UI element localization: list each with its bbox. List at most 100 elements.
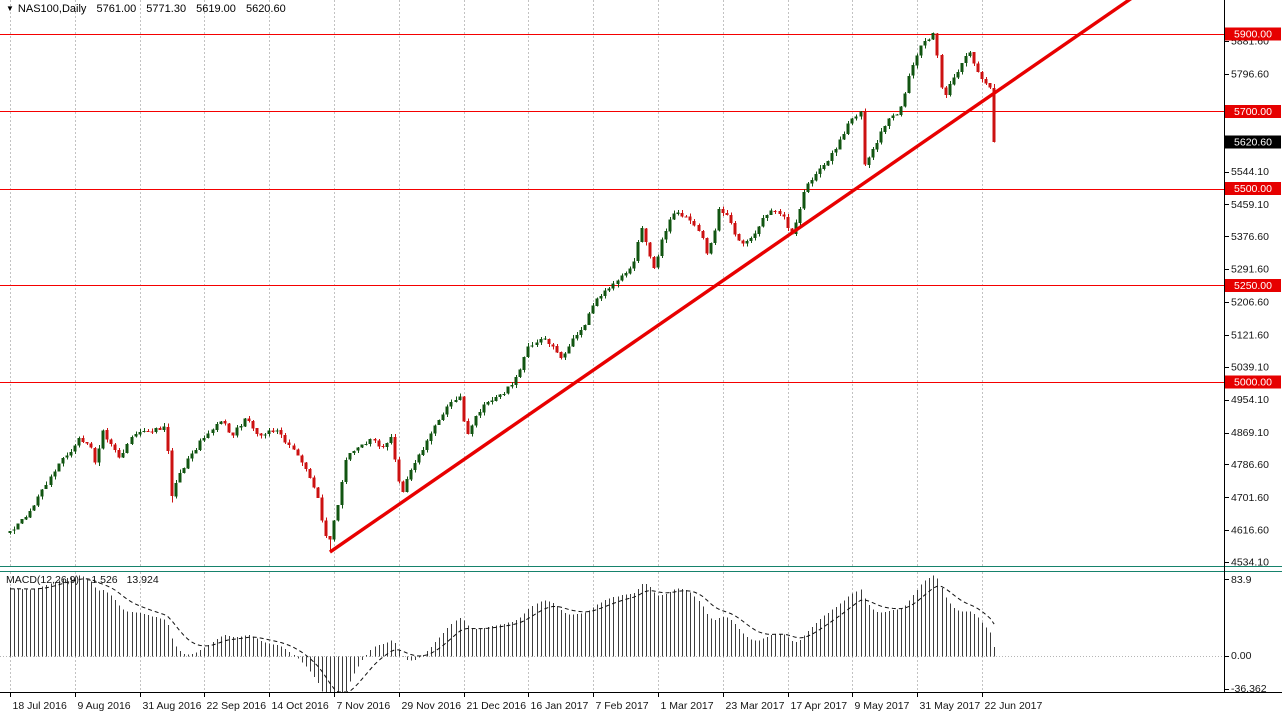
candle-body (352, 450, 356, 454)
candle-body (567, 346, 571, 354)
candle-body (65, 455, 69, 458)
candle-body (73, 445, 77, 452)
candle-body (211, 429, 215, 433)
candle-body (312, 477, 316, 488)
candle-body (251, 420, 255, 429)
date-axis-label: 9 May 2017 (855, 700, 910, 712)
price-tag-red (1225, 27, 1281, 41)
candle-body (316, 487, 320, 498)
candle-body (279, 430, 283, 435)
candle-body (871, 149, 875, 158)
candle-body (482, 404, 486, 413)
candle-body (826, 160, 830, 166)
price-axis-label: 4786.60 (1231, 459, 1269, 471)
trendline[interactable] (328, 0, 1164, 554)
candle-body (599, 296, 603, 299)
price-tag-red-label: 5000.00 (1234, 376, 1272, 388)
candle-body (616, 280, 620, 284)
candle-body (296, 449, 300, 456)
candle-body (915, 55, 919, 66)
candle-body (206, 433, 210, 438)
macd-indicator-label: MACD(12,26,9) -1.526 13.924 (6, 574, 159, 586)
open-value: 5761.00 (96, 3, 137, 15)
candle-body (138, 432, 142, 435)
candle-body (729, 214, 733, 224)
candle-body (300, 455, 304, 463)
date-axis-label: 14 Oct 2016 (272, 700, 329, 712)
trendline-object[interactable] (328, 0, 1164, 554)
date-axis-label: 22 Sep 2016 (207, 700, 267, 712)
symbol-timeframe-label: NAS100,Daily (17, 3, 87, 15)
pane-separators[interactable] (0, 0, 1282, 693)
candle-body (364, 444, 368, 446)
candle-body (745, 240, 749, 244)
candle-body (134, 433, 138, 437)
candle-body (940, 55, 944, 88)
pane-separator[interactable] (0, 566, 1282, 572)
candle-body (701, 230, 705, 239)
candle-body (101, 430, 105, 449)
price-tag-red-label: 5700.00 (1234, 106, 1272, 118)
candle-body (449, 402, 453, 407)
candle-body (737, 234, 741, 241)
candle-body (320, 497, 324, 521)
candle-body (688, 216, 692, 221)
high-value: 5771.30 (146, 3, 187, 15)
candle-body (733, 223, 737, 235)
price-tag-red (1225, 104, 1281, 118)
candle-body (77, 438, 81, 446)
candle-body (150, 431, 154, 433)
candle-body (336, 504, 340, 521)
price-tag-red (1225, 278, 1281, 292)
candle-body (162, 426, 166, 431)
candle-body (713, 230, 717, 243)
candle-body (186, 458, 190, 469)
candle-body (980, 71, 984, 80)
candle-body (178, 472, 182, 483)
candle-body (571, 338, 575, 347)
candle-body (931, 33, 935, 40)
candle-body (154, 427, 158, 433)
horizontal-red-levels[interactable] (0, 34, 1224, 383)
candle-body (656, 256, 660, 268)
candle-body (632, 261, 636, 269)
candle-body (69, 451, 73, 456)
candle-body (356, 447, 360, 451)
candle-body (927, 39, 931, 41)
candle-body (125, 444, 129, 453)
candle-body (648, 242, 652, 257)
price-axis-label: 4701.60 (1231, 492, 1269, 504)
candle-body (968, 52, 972, 56)
candle-body (227, 423, 231, 433)
candle-body (769, 210, 773, 216)
candle-body (36, 496, 40, 506)
candle-body (773, 210, 777, 212)
candle-body (202, 438, 206, 441)
candle-body (721, 209, 725, 214)
candle-body (741, 240, 745, 244)
candle-body (846, 123, 850, 134)
candle-body (259, 433, 263, 436)
candle-body (911, 65, 915, 76)
price-tag-red-label: 5900.00 (1234, 29, 1272, 41)
macd-main-value: -1.526 (87, 574, 118, 586)
candle-body (174, 482, 178, 497)
price-tag-red (1225, 182, 1281, 196)
date-axis[interactable]: 18 Jul 2016 9 Aug 2016 31 Aug 2016 22 Sep 2… (10, 693, 1043, 712)
candle-body (486, 402, 490, 405)
date-axis-label: 21 Dec 2016 (467, 700, 527, 712)
symbol-ohlc-label: ▼ NAS100,Daily 5761.00 5771.30 5619.00 56… (6, 3, 286, 15)
candle-body (887, 118, 891, 126)
candle-body (243, 418, 247, 427)
price-axis[interactable]: 5881.605796.605544.105459.105376.605291.… (1224, 27, 1281, 696)
candle-body (595, 298, 599, 306)
candle-body (142, 430, 146, 433)
candle-body (814, 173, 818, 181)
candle-body (498, 394, 502, 397)
dropdown-triangle-icon[interactable]: ▼ (6, 4, 14, 13)
candle-body (697, 225, 701, 232)
candle-body (8, 530, 12, 534)
candle-body (397, 459, 401, 482)
candle-body (198, 440, 202, 451)
